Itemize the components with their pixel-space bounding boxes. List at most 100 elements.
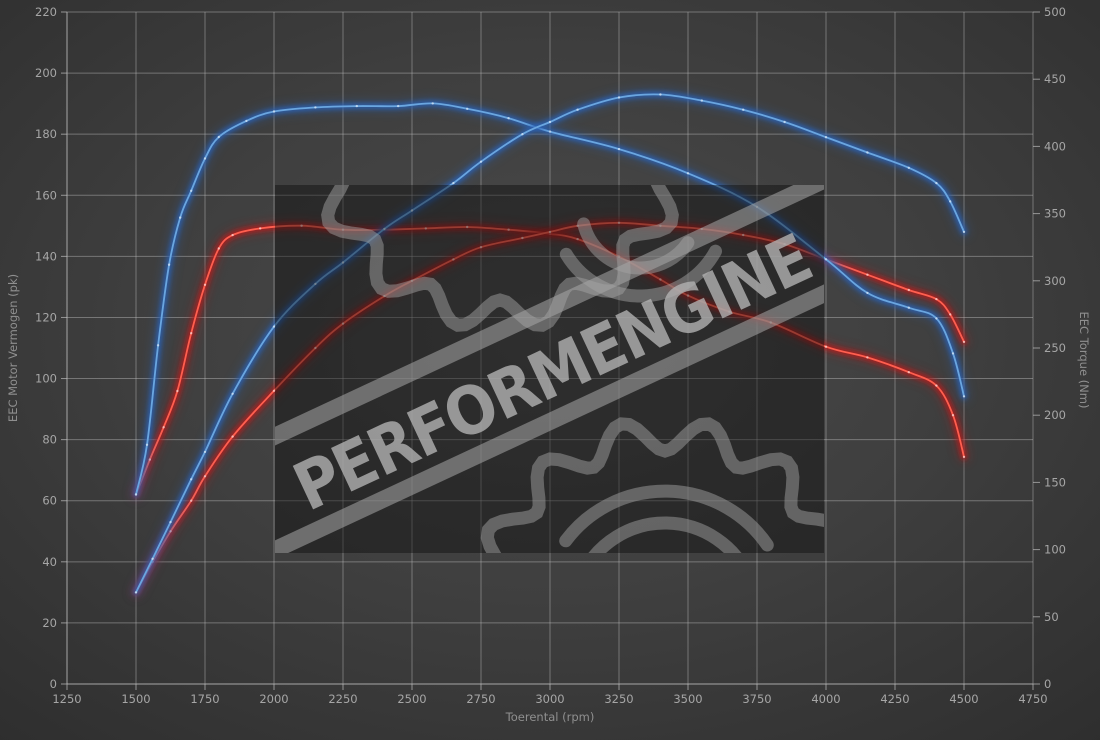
curve-point-marker <box>507 117 510 120</box>
x-tick-label: 2500 <box>397 692 426 706</box>
curve-point-marker <box>424 227 427 230</box>
curve-blue_torque_tuned <box>131 98 969 500</box>
curve-point-marker <box>962 395 966 398</box>
axes: 0 20 40 60 80 100 120 140 160 180 200 220 0 50 100 150 2… <box>35 5 1066 706</box>
curve-point-marker <box>866 291 869 295</box>
curve-point-marker <box>203 157 207 160</box>
y-right-tick-label: 250 <box>1044 341 1066 355</box>
curve-point-marker <box>203 283 207 286</box>
curve-point-marker <box>866 151 869 154</box>
curve-point-marker <box>203 450 207 454</box>
curve-point-marker <box>783 242 786 246</box>
y-right-tick-label: 150 <box>1044 475 1066 489</box>
y-left-tick-label: 80 <box>42 433 57 447</box>
curve-point-marker <box>907 371 910 374</box>
curve-point-marker <box>190 478 193 481</box>
curve-point-marker <box>452 181 455 185</box>
curve-point-marker <box>935 297 938 301</box>
curve-point-marker <box>742 233 745 237</box>
curve-point-marker <box>314 346 317 350</box>
curve-point-marker <box>314 106 317 109</box>
curve-point-marker <box>866 273 869 276</box>
curve-point-marker <box>617 221 621 224</box>
x-tick-label: 3750 <box>742 692 771 706</box>
y-left-tick-label: 200 <box>35 66 57 80</box>
y-right-tick-label: 350 <box>1044 207 1066 221</box>
curve-point-marker <box>452 258 455 261</box>
y-right-tick-label: 450 <box>1044 72 1066 86</box>
curve-point-marker <box>935 317 938 320</box>
curve-point-marker <box>190 499 193 502</box>
curve-point-marker <box>686 172 690 175</box>
x-tick-label: 2250 <box>328 692 357 706</box>
curve-point-marker <box>203 475 207 478</box>
x-axis-title: Toerental (rpm) <box>505 710 595 724</box>
curve-point-marker <box>162 426 165 429</box>
y-left-tick-label: 120 <box>35 310 57 324</box>
curve-point-marker <box>479 160 483 163</box>
curve-point-marker <box>431 102 434 105</box>
y-right-tick-label: 0 <box>1044 677 1051 691</box>
curve-point-marker <box>949 313 952 316</box>
curve-point-marker <box>951 352 955 355</box>
curve-point-marker <box>156 344 160 347</box>
y-right-tick-label: 200 <box>1044 408 1066 422</box>
curve-point-marker <box>259 227 262 230</box>
watermark-box <box>275 185 824 553</box>
curve-point-marker <box>397 104 400 108</box>
curve-point-marker <box>700 99 703 102</box>
y-left-tick-label: 160 <box>35 188 57 202</box>
curve-point-marker <box>824 345 828 348</box>
curve-point-marker <box>742 108 745 111</box>
x-tick-label: 4000 <box>811 692 840 706</box>
curve-point-marker <box>272 110 276 113</box>
x-tick-label: 2750 <box>466 692 495 706</box>
y-right-tick-label: 500 <box>1044 5 1066 19</box>
y-axis-right-title: EEC Torque (Nm) <box>1077 312 1091 409</box>
curve-point-marker <box>134 591 138 594</box>
curve-point-marker <box>907 288 910 292</box>
watermark-stripe-bottom <box>275 226 824 553</box>
curve-point-marker <box>617 96 621 99</box>
curve-point-marker <box>548 120 552 124</box>
y-left-tick-label: 140 <box>35 249 57 263</box>
curve-point-marker <box>507 228 510 231</box>
curve-point-marker <box>341 261 345 264</box>
curve-point-marker <box>962 340 966 344</box>
curve-point-marker <box>151 557 154 560</box>
curve-point-marker <box>479 246 483 249</box>
curve-point-marker <box>167 263 171 266</box>
curve-point-marker <box>176 389 179 393</box>
curve-point-marker <box>824 258 828 261</box>
y-left-tick-label: 180 <box>35 127 57 141</box>
curve-point-marker <box>466 107 469 111</box>
curve-point-marker <box>145 443 149 446</box>
curve-blue_power_tuned <box>131 89 969 598</box>
curve-point-marker <box>179 216 182 219</box>
curve-point-marker <box>231 233 234 237</box>
y-right-tick-label: 300 <box>1044 274 1066 288</box>
curve-point-marker <box>951 414 955 417</box>
curve-point-marker <box>907 306 910 309</box>
curve-red_torque_stock <box>131 220 969 500</box>
curve-point-marker <box>134 493 138 496</box>
curve-point-marker <box>521 236 524 240</box>
curve-point-marker <box>617 147 621 151</box>
gear-icon <box>559 244 722 303</box>
y-left-tick-label: 60 <box>42 494 57 508</box>
curve-point-marker <box>576 237 579 241</box>
curve-point-marker <box>686 294 690 297</box>
curve-point-marker <box>962 230 966 234</box>
y-axis-left-title: EEC Motor Vermogen (pk) <box>6 274 20 422</box>
curve-point-marker <box>548 130 552 133</box>
curve-point-marker <box>272 389 276 392</box>
curve-point-marker <box>935 181 938 185</box>
curve-point-marker <box>962 455 966 459</box>
gear-icon <box>480 417 824 553</box>
curve-point-marker <box>783 120 786 124</box>
x-tick-label: 1250 <box>52 692 81 706</box>
curve-point-marker <box>949 200 952 203</box>
x-tick-label: 4750 <box>1018 692 1047 706</box>
curve-point-marker <box>231 435 234 438</box>
